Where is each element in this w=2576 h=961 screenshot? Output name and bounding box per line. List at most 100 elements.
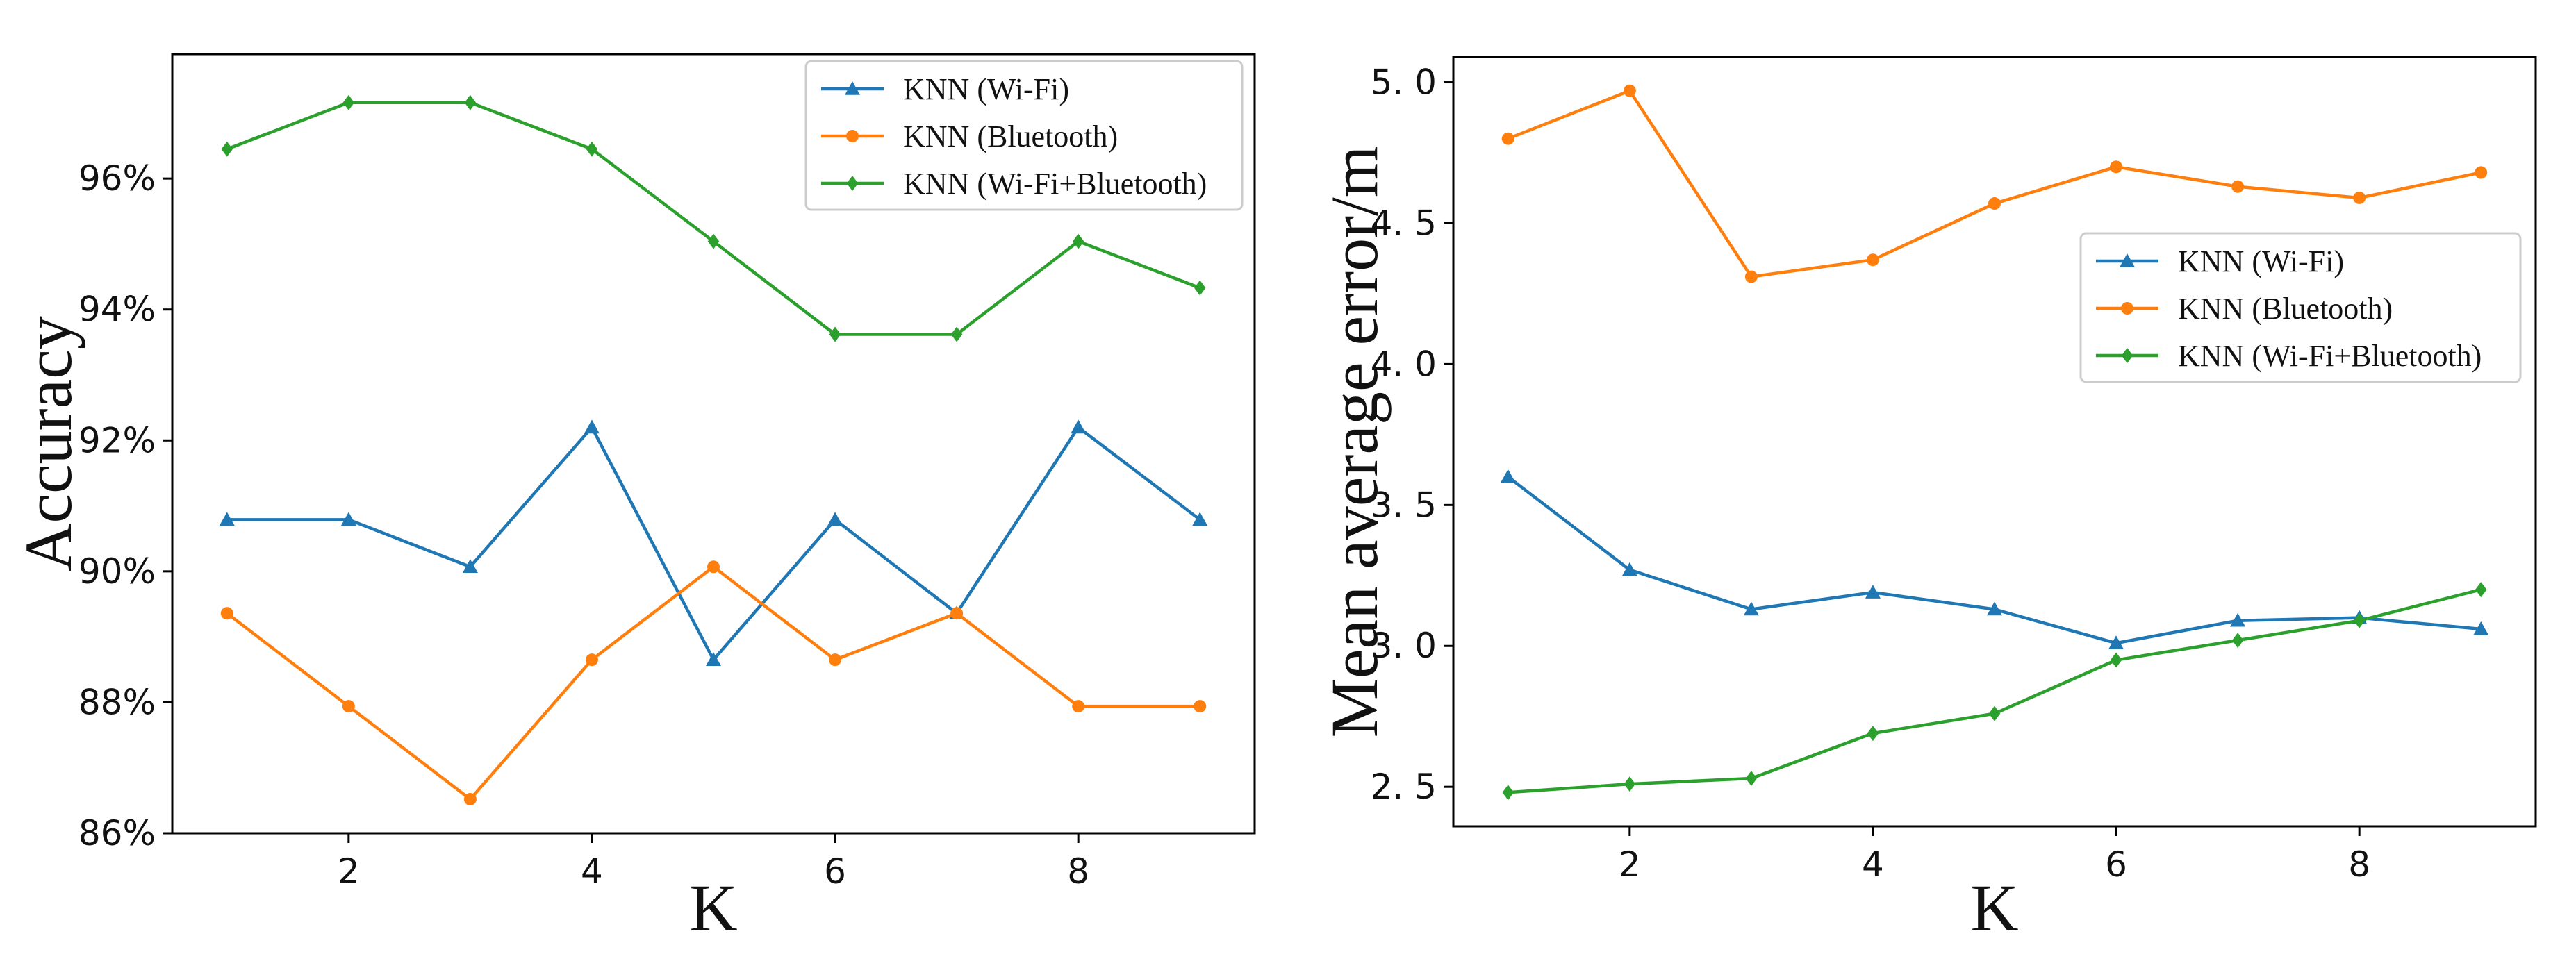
y-tick-label: 3. 0 <box>1371 626 1437 666</box>
y-tick-label: 88% <box>79 682 156 722</box>
data-point <box>2108 635 2124 649</box>
data-point <box>221 141 233 157</box>
y-axis-label: Accuracy <box>11 316 85 571</box>
series-combined <box>1502 582 2487 801</box>
x-tick-label: 6 <box>2105 844 2127 885</box>
data-point <box>463 792 477 805</box>
y-tick-label: 3. 5 <box>1371 485 1437 525</box>
x-tick-label: 4 <box>1862 844 1884 885</box>
legend-label: KNN (Bluetooth) <box>903 119 1118 153</box>
data-point <box>1744 270 1758 283</box>
data-point <box>219 512 235 526</box>
data-point <box>706 652 721 666</box>
x-tick-label: 4 <box>581 851 603 892</box>
x-tick-label: 8 <box>1067 851 1089 892</box>
data-point <box>1624 776 1636 792</box>
data-point <box>585 653 598 667</box>
legend-frame <box>2079 232 2522 383</box>
data-point <box>2231 180 2245 193</box>
y-tick-label: 2. 5 <box>1371 767 1437 807</box>
data-point <box>2473 621 2489 635</box>
data-point <box>342 700 355 713</box>
legend-marker <box>2121 348 2133 363</box>
legend: KNN (Wi-Fi) KNN (Bluetooth) KNN (Wi-Fi+Blu… <box>804 60 1244 211</box>
legend-label: KNN (Wi-Fi+Bluetooth) <box>2178 339 2482 373</box>
legend-item: KNN (Bluetooth) <box>821 119 1118 153</box>
legend-frame <box>804 60 1244 211</box>
y-tick-label: 86% <box>79 813 156 853</box>
data-point <box>707 560 720 574</box>
data-point <box>2231 633 2244 649</box>
plot-frame <box>1452 56 2537 828</box>
series-combined <box>221 94 1206 342</box>
data-point <box>340 512 356 526</box>
legend-label: KNN (Wi-Fi+Bluetooth) <box>903 167 1207 201</box>
legend-marker <box>846 130 859 142</box>
series-bluetooth <box>220 560 1207 805</box>
data-point <box>2230 612 2246 627</box>
y-tick-label: 94% <box>79 290 156 330</box>
y-tick-label: 4. 0 <box>1371 344 1437 384</box>
data-point <box>707 233 720 249</box>
legend-item: KNN (Wi-Fi+Bluetooth) <box>821 167 1207 201</box>
data-point <box>1072 233 1084 249</box>
y-tick-label: 90% <box>79 551 156 592</box>
data-point <box>1194 700 1207 713</box>
data-point <box>2110 160 2123 174</box>
data-point <box>1866 253 1879 267</box>
x-tick-label: 2 <box>338 851 360 892</box>
legend-label: KNN (Wi-Fi) <box>903 72 1069 106</box>
legend-label: KNN (Bluetooth) <box>2178 292 2393 326</box>
data-point <box>950 326 963 342</box>
data-point <box>1623 84 1636 97</box>
legend-marker <box>2120 253 2135 267</box>
y-tick-label: 96% <box>79 158 156 199</box>
series-line <box>226 426 1201 662</box>
legend: KNN (Wi-Fi) KNN (Bluetooth) KNN (Wi-Fi+Blu… <box>2079 232 2522 383</box>
x-tick-label: 2 <box>1619 844 1641 885</box>
data-point <box>1988 197 2001 210</box>
data-point <box>586 141 598 157</box>
series-line <box>1507 475 2482 645</box>
y-tick-label: 5. 0 <box>1371 62 1437 103</box>
data-point <box>2353 612 2366 628</box>
error-chart: 2. 5 3. 0 3. 5 4. 0 4. 5 5. 0 2 4 6 8 K Mean averag… <box>1317 56 2537 945</box>
data-point <box>2475 166 2488 179</box>
data-point <box>1192 512 1208 526</box>
data-point <box>829 326 841 342</box>
data-point <box>220 607 233 620</box>
data-point <box>1743 601 1759 616</box>
y-tick-label: 92% <box>79 420 156 460</box>
series-wifi <box>219 419 1208 666</box>
legend-marker <box>846 176 859 191</box>
data-point <box>1865 585 1881 599</box>
legend-item: KNN (Wi-Fi) <box>2096 244 2344 278</box>
x-axis-label: K <box>689 871 737 945</box>
data-point <box>1745 771 1758 787</box>
data-point <box>342 94 355 110</box>
x-tick-label: 6 <box>824 851 846 892</box>
data-point <box>1194 280 1206 296</box>
data-point <box>584 419 600 434</box>
series-line <box>1508 587 2482 794</box>
data-point <box>1500 469 1516 483</box>
data-point <box>1502 785 1514 801</box>
y-tick-label: 4. 5 <box>1371 203 1437 243</box>
legend-label: KNN (Wi-Fi) <box>2178 244 2344 278</box>
legend-item: KNN (Wi-Fi) <box>821 72 1069 106</box>
data-point <box>2353 191 2366 204</box>
series-line <box>226 565 1200 801</box>
data-point <box>1988 705 2001 721</box>
data-point <box>1621 562 1637 576</box>
data-point <box>2110 652 2122 668</box>
data-point <box>1987 601 2002 616</box>
data-point <box>2475 582 2487 598</box>
data-point <box>950 607 964 620</box>
data-point <box>1072 700 1085 713</box>
legend-item: KNN (Wi-Fi+Bluetooth) <box>2096 339 2482 373</box>
legend-item: KNN (Bluetooth) <box>2096 292 2393 326</box>
x-axis-label: K <box>1970 871 2018 945</box>
data-point <box>1501 132 1514 145</box>
data-point <box>829 653 842 667</box>
